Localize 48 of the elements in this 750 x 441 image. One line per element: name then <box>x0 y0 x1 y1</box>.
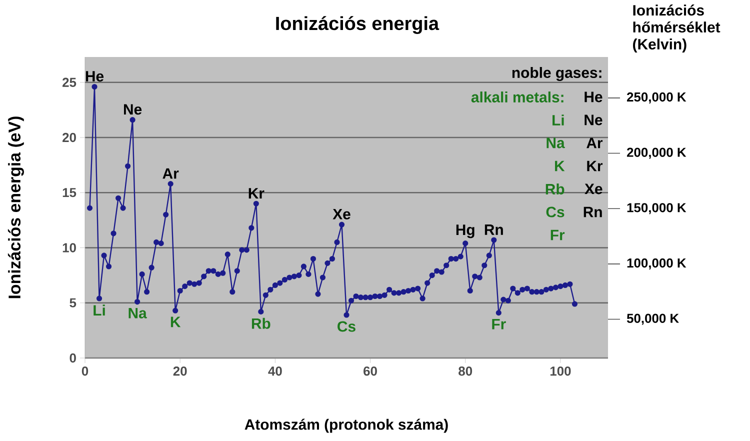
annotation: Ne <box>124 104 142 115</box>
x-tick-label: 40 <box>268 366 282 376</box>
annotation: Na <box>128 308 147 318</box>
y-tick-label: 25 <box>62 78 76 87</box>
annotation: Cs <box>546 206 564 218</box>
annotation: Rb <box>252 318 270 329</box>
y-tick-label: 20 <box>62 132 76 142</box>
annotation: Rn <box>484 224 503 235</box>
annotation: Na <box>546 138 565 148</box>
annotation: Ne <box>584 114 602 126</box>
y2-tick-label: 250,000 K <box>626 92 686 104</box>
x-tick-label: 80 <box>458 366 472 376</box>
annotation: Hg <box>456 224 474 238</box>
y-axis-title: Ionizációs energia (eV) <box>8 116 24 298</box>
annotation: Cs <box>338 321 356 332</box>
y-tick-label: 10 <box>62 243 76 252</box>
y2-tick-label: 150,000 K <box>627 203 686 214</box>
x-tick-label: 100 <box>550 366 571 376</box>
annotation: K <box>555 160 565 172</box>
annotation: He <box>86 71 104 82</box>
annotation: alkali metals: <box>471 92 564 102</box>
annotation: Kr <box>248 188 264 198</box>
x-tick-label: 0 <box>82 366 88 376</box>
y2-tick-label: 200,000 K <box>626 148 686 159</box>
annotation: Xe <box>584 184 602 194</box>
annotation: Xe <box>332 208 350 220</box>
annotation: He <box>584 92 602 102</box>
y-tick-label: 0 <box>70 353 76 363</box>
annotation: Li <box>94 304 105 316</box>
y2-tick-label: 100,000 K <box>627 258 686 270</box>
y-tick-label: 5 <box>70 298 76 308</box>
chart-title: Ionizációs energia <box>276 16 440 34</box>
x-tick-label: 60 <box>364 366 377 376</box>
annotation: Fr <box>492 318 506 330</box>
annotation: noble gases: <box>512 67 602 82</box>
annotation: Kr <box>587 160 603 172</box>
x-axis-title: Atomszám (protonok száma) <box>244 418 448 433</box>
annotation: Ar <box>586 138 603 148</box>
y2-axis-title: Ionizációs hőmérséklet (Kelvin) <box>633 4 720 52</box>
x-tick-label: 20 <box>173 366 187 376</box>
annotation: K <box>170 316 181 328</box>
y-tick-label: 15 <box>62 188 76 198</box>
annotation: Fr <box>550 230 565 240</box>
annotation: Ar <box>162 168 179 179</box>
annotation: Rn <box>584 206 602 218</box>
annotation: Rb <box>546 184 564 194</box>
annotation: Li <box>552 114 564 126</box>
y2-tick-label: 50,000 K <box>626 314 679 325</box>
